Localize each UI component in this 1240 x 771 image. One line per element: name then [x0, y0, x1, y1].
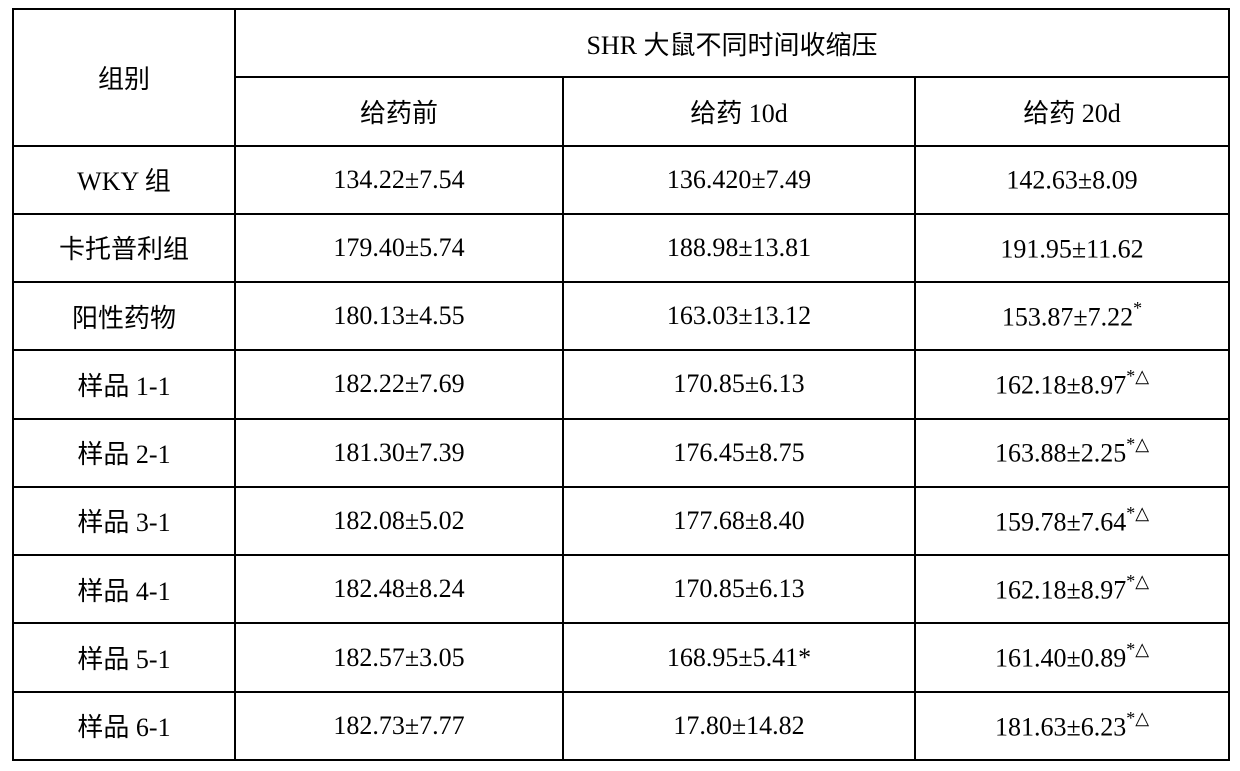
row-label: 样品 1-1 [13, 350, 235, 418]
cell-d20: 162.18±8.97*△ [915, 555, 1229, 623]
cell-d20: 142.63±8.09 [915, 146, 1229, 214]
table-row: 样品 6-1 182.73±7.77 17.80±14.82 181.63±6.… [13, 692, 1229, 760]
row-label: 阳性药物 [13, 282, 235, 350]
cell-pre: 182.48±8.24 [235, 555, 563, 623]
cell-d20: 163.88±2.25*△ [915, 419, 1229, 487]
row-label: 样品 3-1 [13, 487, 235, 555]
row-label: 卡托普利组 [13, 214, 235, 282]
cell-pre: 182.22±7.69 [235, 350, 563, 418]
table-row: 样品 4-1 182.48±8.24 170.85±6.13 162.18±8.… [13, 555, 1229, 623]
cell-d10: 188.98±13.81 [563, 214, 915, 282]
header-group-label: 组别 [13, 9, 235, 146]
cell-d10: 17.80±14.82 [563, 692, 915, 760]
data-table: 组别 SHR 大鼠不同时间收缩压 给药前 给药 10d 给药 20d WKY 组… [12, 8, 1230, 761]
cell-d20-sup: *△ [1126, 708, 1149, 728]
cell-d20-sup: *△ [1126, 639, 1149, 659]
cell-pre: 180.13±4.55 [235, 282, 563, 350]
cell-pre: 182.73±7.77 [235, 692, 563, 760]
cell-d20: 162.18±8.97*△ [915, 350, 1229, 418]
cell-d10: 177.68±8.40 [563, 487, 915, 555]
row-label: WKY 组 [13, 146, 235, 214]
cell-d20-sup: *△ [1126, 434, 1149, 454]
cell-d20: 159.78±7.64*△ [915, 487, 1229, 555]
row-label: 样品 5-1 [13, 623, 235, 691]
cell-d20: 161.40±0.89*△ [915, 623, 1229, 691]
row-label: 样品 2-1 [13, 419, 235, 487]
cell-d20: 191.95±11.62 [915, 214, 1229, 282]
table-row: 阳性药物 180.13±4.55 163.03±13.12 153.87±7.2… [13, 282, 1229, 350]
table-row: 样品 5-1 182.57±3.05 168.95±5.41* 161.40±0… [13, 623, 1229, 691]
cell-d20-sup: *△ [1126, 571, 1149, 591]
cell-d10: 136.420±7.49 [563, 146, 915, 214]
col-header-pre: 给药前 [235, 77, 563, 145]
cell-pre: 179.40±5.74 [235, 214, 563, 282]
cell-d10: 176.45±8.75 [563, 419, 915, 487]
header-row-1: 组别 SHR 大鼠不同时间收缩压 [13, 9, 1229, 77]
table-row: 样品 3-1 182.08±5.02 177.68±8.40 159.78±7.… [13, 487, 1229, 555]
row-label: 样品 6-1 [13, 692, 235, 760]
cell-pre: 182.57±3.05 [235, 623, 563, 691]
cell-d20-sup: *△ [1126, 366, 1149, 386]
cell-pre: 181.30±7.39 [235, 419, 563, 487]
table-row: 卡托普利组 179.40±5.74 188.98±13.81 191.95±11… [13, 214, 1229, 282]
cell-d20-sup: * [1133, 298, 1142, 318]
col-header-d20: 给药 20d [915, 77, 1229, 145]
table-row: 样品 2-1 181.30±7.39 176.45±8.75 163.88±2.… [13, 419, 1229, 487]
table-row: WKY 组 134.22±7.54 136.420±7.49 142.63±8.… [13, 146, 1229, 214]
cell-d20-sup: *△ [1126, 503, 1149, 523]
cell-d10: 170.85±6.13 [563, 350, 915, 418]
cell-d10: 170.85±6.13 [563, 555, 915, 623]
cell-d10: 163.03±13.12 [563, 282, 915, 350]
cell-d10: 168.95±5.41* [563, 623, 915, 691]
table-row: 样品 1-1 182.22±7.69 170.85±6.13 162.18±8.… [13, 350, 1229, 418]
row-label: 样品 4-1 [13, 555, 235, 623]
col-header-d10: 给药 10d [563, 77, 915, 145]
header-span-title: SHR 大鼠不同时间收缩压 [235, 9, 1229, 77]
cell-pre: 134.22±7.54 [235, 146, 563, 214]
cell-d20: 181.63±6.23*△ [915, 692, 1229, 760]
cell-pre: 182.08±5.02 [235, 487, 563, 555]
cell-d20: 153.87±7.22* [915, 282, 1229, 350]
